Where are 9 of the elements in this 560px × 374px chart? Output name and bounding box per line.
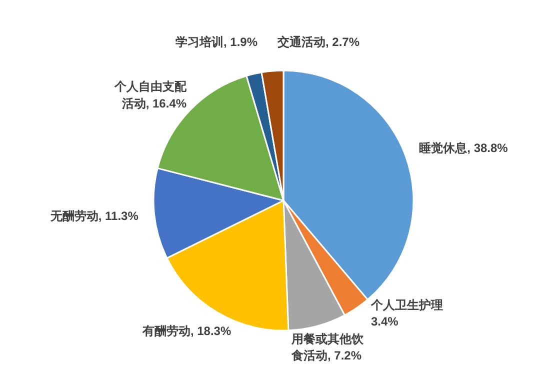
slice-label: 个人自由支配活动, 16.4% (114, 80, 188, 110)
slice-label: 个人卫生护理 (370, 298, 443, 312)
slice-label: 学习培训, 1.9% (175, 34, 258, 49)
slice-label: 交通活动, 2.7% (276, 34, 360, 49)
slice-label: 有酬劳动, 18.3% (141, 324, 232, 338)
slice-label: 睡觉休息, 38.8% (419, 141, 508, 156)
data-label: 3.4% (370, 314, 399, 329)
slice-label: 用餐或其他饮食活动, 7.2% (290, 332, 364, 363)
slice-label: 无酬劳动, 11.3% (49, 209, 139, 224)
